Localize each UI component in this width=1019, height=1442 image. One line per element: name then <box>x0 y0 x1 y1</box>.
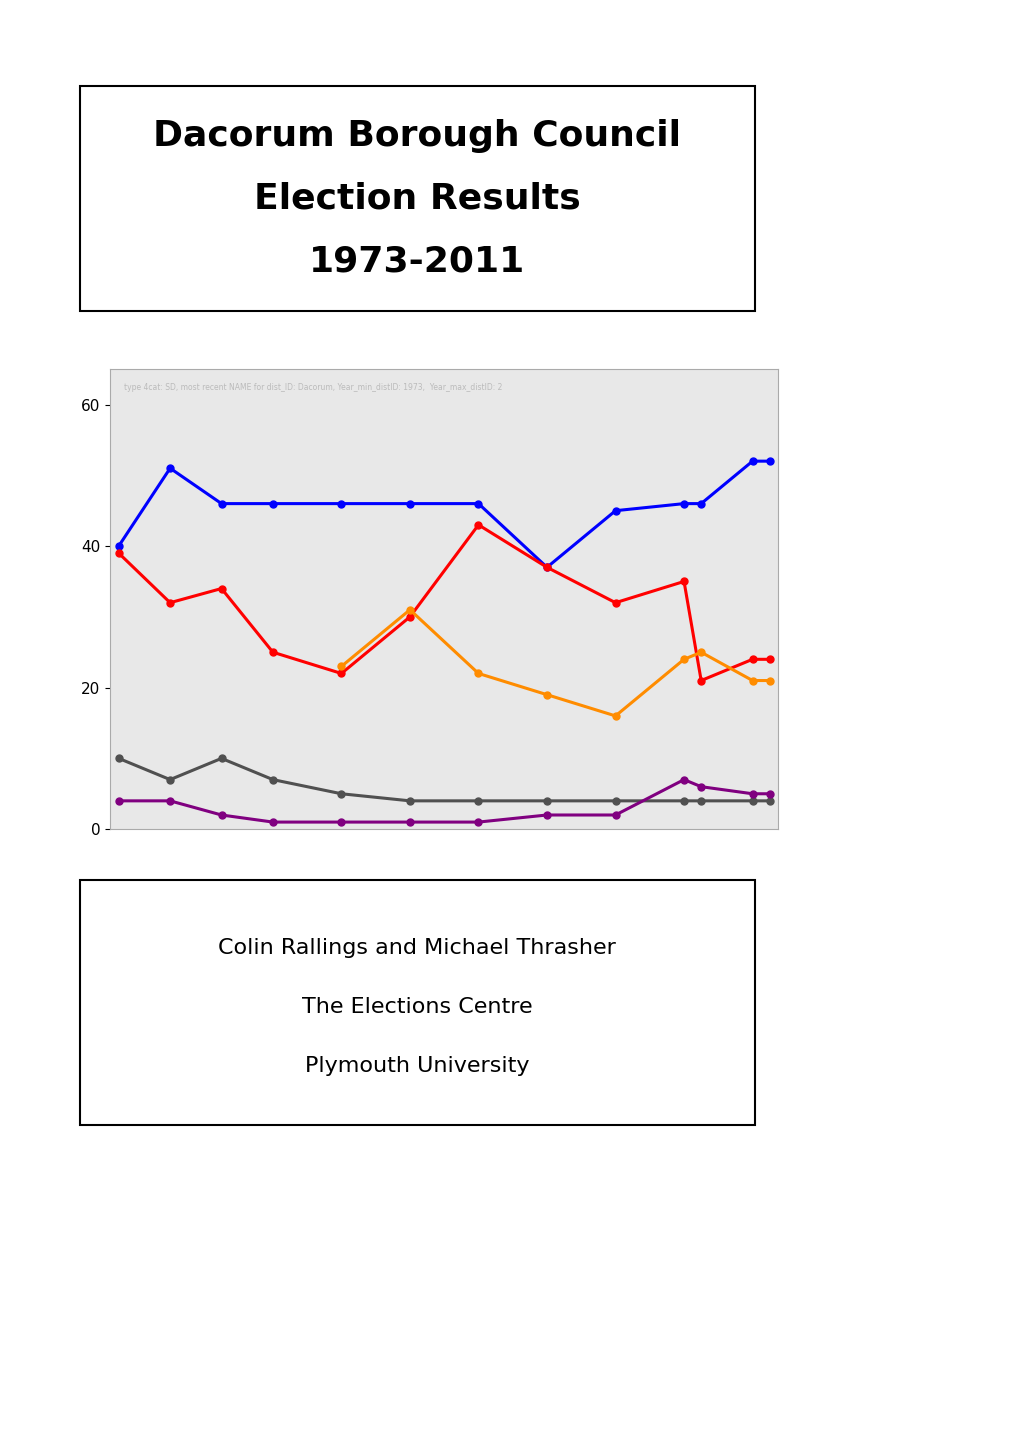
Text: Colin Rallings and Michael Thrasher: Colin Rallings and Michael Thrasher <box>218 939 615 959</box>
FancyBboxPatch shape <box>79 87 754 311</box>
FancyBboxPatch shape <box>79 880 754 1125</box>
Text: Plymouth University: Plymouth University <box>305 1056 529 1076</box>
Text: Dacorum Borough Council: Dacorum Borough Council <box>153 120 681 153</box>
Text: type 4cat: SD, most recent NAME for dist_ID: Dacorum, Year_min_distID: 1973,  Ye: type 4cat: SD, most recent NAME for dist… <box>123 384 501 392</box>
Text: 1973-2011: 1973-2011 <box>309 245 525 278</box>
Text: The Elections Centre: The Elections Centre <box>302 998 532 1017</box>
Text: Election Results: Election Results <box>254 182 580 216</box>
